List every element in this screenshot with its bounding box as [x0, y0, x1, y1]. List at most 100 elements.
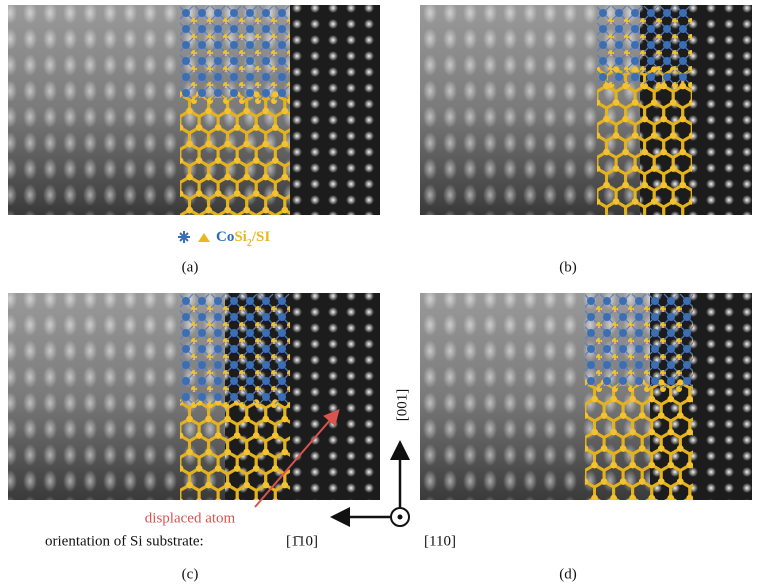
co-atom — [587, 313, 595, 321]
co-atom — [663, 57, 671, 65]
si-atom — [610, 396, 616, 402]
axis-label: [001] — [394, 389, 410, 422]
si-atom — [622, 215, 628, 221]
co-atom — [246, 9, 254, 17]
co-atom — [246, 73, 254, 81]
si-atom — [224, 207, 230, 213]
si-atom — [699, 215, 705, 221]
si-atom — [177, 223, 183, 229]
si-atom — [205, 482, 211, 488]
si-atom — [620, 511, 626, 517]
si-atom — [253, 432, 259, 438]
si-atom — [680, 149, 686, 155]
si-hexagon — [556, 515, 575, 537]
micrograph — [420, 5, 752, 240]
si-atom — [282, 240, 288, 246]
co-atom — [214, 377, 222, 385]
co-atom — [615, 57, 623, 65]
si-hexagon — [604, 498, 623, 520]
co-atom — [262, 345, 270, 353]
si-atom — [158, 223, 164, 229]
si-atom — [234, 190, 240, 196]
co-atom — [230, 393, 238, 401]
si-atom — [641, 182, 647, 188]
co-atom — [182, 73, 190, 81]
si-atom — [658, 445, 664, 451]
si-atom — [263, 449, 269, 455]
si-hexagon — [578, 218, 597, 240]
co-atom — [230, 41, 238, 49]
si-atom — [572, 528, 578, 534]
si-atom — [648, 396, 654, 402]
si-atom — [205, 174, 211, 180]
co-atom — [278, 297, 286, 305]
co-atom — [635, 329, 643, 337]
panel-label: (c) — [182, 566, 199, 582]
si-atom — [243, 482, 249, 488]
co-atom — [198, 297, 206, 305]
si-atom — [272, 124, 278, 130]
co-atom — [587, 345, 595, 353]
co-atom — [182, 25, 190, 33]
si-atom — [601, 511, 607, 517]
si-atom — [699, 215, 705, 221]
co-atom — [647, 41, 655, 49]
si-hexagon — [623, 498, 642, 520]
panel-label: (b) — [559, 259, 577, 275]
si-atom — [622, 149, 628, 155]
si-atom — [177, 223, 183, 229]
si-atom — [603, 215, 609, 221]
si-atom — [610, 495, 616, 501]
si-atom — [613, 198, 619, 204]
co-atom — [667, 377, 675, 385]
si-atom — [272, 432, 278, 438]
si-atom — [224, 482, 230, 488]
si-atom — [670, 231, 676, 237]
co-atom — [246, 393, 254, 401]
si-atom — [651, 132, 657, 138]
si-atom — [205, 449, 211, 455]
co-atom — [182, 297, 190, 305]
si-atom — [148, 240, 154, 246]
si-atom — [651, 165, 657, 171]
si-atom — [651, 231, 657, 237]
si-hexagon — [661, 498, 680, 520]
co-atom — [603, 329, 611, 337]
si-hexagon — [285, 502, 304, 524]
si-atom — [301, 515, 307, 521]
co-atom — [198, 25, 206, 33]
si-atom — [658, 511, 664, 517]
si-hexagon — [285, 227, 304, 249]
si-atom — [584, 215, 590, 221]
si-atom — [263, 141, 269, 147]
si-hexagon — [654, 218, 673, 240]
si-atom — [584, 215, 590, 221]
si-atom — [243, 449, 249, 455]
co-atom — [262, 9, 270, 17]
si-atom — [680, 83, 686, 89]
si-atom — [582, 511, 588, 517]
co-atom — [246, 297, 254, 305]
si-hexagon — [576, 515, 595, 537]
co-atom — [635, 377, 643, 385]
si-marker — [198, 233, 210, 242]
co-atom — [246, 57, 254, 65]
axis-out-of-plane-dot — [398, 515, 403, 520]
co-atom — [587, 329, 595, 337]
legend-text: CoSi2/SI — [216, 229, 270, 248]
si-atom — [670, 165, 676, 171]
si-atom — [622, 116, 628, 122]
legend: CoSi2/SI — [178, 229, 270, 248]
si-atom — [196, 465, 202, 471]
si-hexagon — [680, 498, 699, 520]
co-atom — [246, 377, 254, 385]
co-atom — [647, 9, 655, 17]
co-atom — [182, 377, 190, 385]
si-atom — [622, 215, 628, 221]
co-atom — [182, 9, 190, 17]
si-atom — [620, 511, 626, 517]
si-atom — [629, 528, 635, 534]
si-atom — [629, 495, 635, 501]
co-atom — [663, 25, 671, 33]
co-atom — [667, 345, 675, 353]
